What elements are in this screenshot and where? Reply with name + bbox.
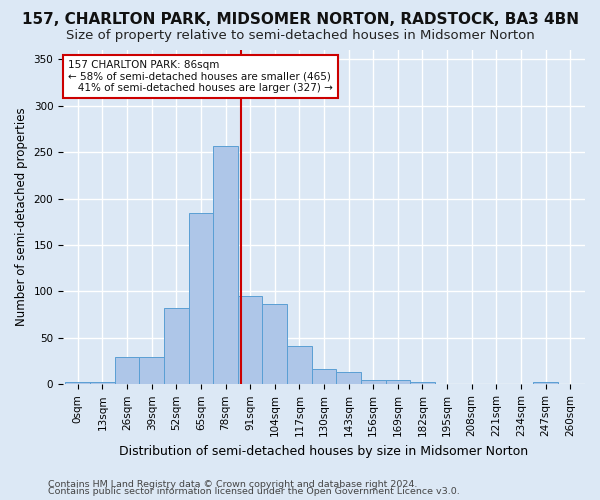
Bar bbox=[262, 304, 287, 384]
Bar bbox=[410, 382, 435, 384]
Bar bbox=[164, 308, 188, 384]
Bar bbox=[213, 146, 238, 384]
Bar bbox=[337, 372, 361, 384]
Bar bbox=[386, 380, 410, 384]
Bar bbox=[139, 358, 164, 384]
X-axis label: Distribution of semi-detached houses by size in Midsomer Norton: Distribution of semi-detached houses by … bbox=[119, 444, 529, 458]
Bar bbox=[115, 358, 139, 384]
Bar bbox=[65, 382, 90, 384]
Bar bbox=[361, 380, 386, 384]
Bar bbox=[188, 214, 213, 384]
Bar bbox=[90, 382, 115, 384]
Text: Contains public sector information licensed under the Open Government Licence v3: Contains public sector information licen… bbox=[48, 488, 460, 496]
Text: Contains HM Land Registry data © Crown copyright and database right 2024.: Contains HM Land Registry data © Crown c… bbox=[48, 480, 418, 489]
Bar bbox=[312, 368, 337, 384]
Text: 157, CHARLTON PARK, MIDSOMER NORTON, RADSTOCK, BA3 4BN: 157, CHARLTON PARK, MIDSOMER NORTON, RAD… bbox=[22, 12, 578, 28]
Text: 157 CHARLTON PARK: 86sqm
← 58% of semi-detached houses are smaller (465)
   41% : 157 CHARLTON PARK: 86sqm ← 58% of semi-d… bbox=[68, 60, 333, 93]
Y-axis label: Number of semi-detached properties: Number of semi-detached properties bbox=[15, 108, 28, 326]
Text: Size of property relative to semi-detached houses in Midsomer Norton: Size of property relative to semi-detach… bbox=[65, 29, 535, 42]
Bar bbox=[533, 382, 558, 384]
Bar bbox=[287, 346, 312, 385]
Bar bbox=[238, 296, 262, 384]
